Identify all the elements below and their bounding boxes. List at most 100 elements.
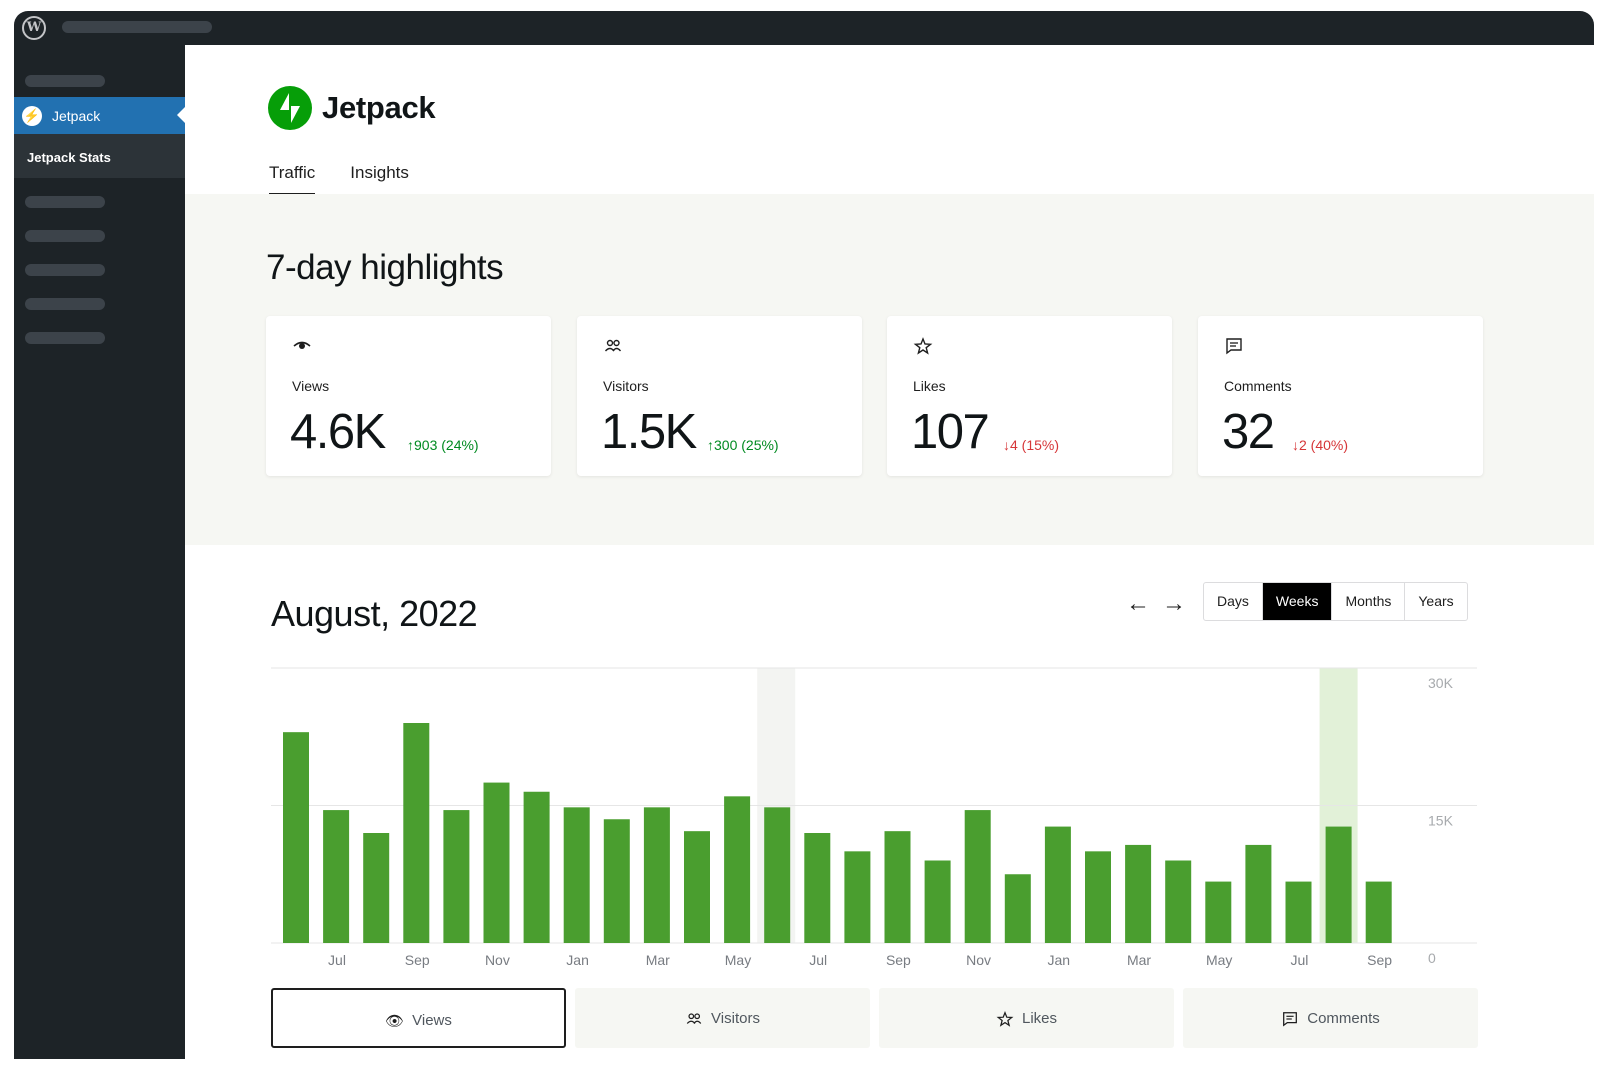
chart-bar[interactable] <box>1245 844 1272 943</box>
sidebar-item-jetpack[interactable]: ⚡ Jetpack <box>14 97 185 134</box>
metric-tab-comments[interactable]: Comments <box>1183 988 1478 1048</box>
chart-bar[interactable] <box>643 807 670 943</box>
x-tick-label: May <box>725 952 751 968</box>
card-value: 107 <box>911 405 990 459</box>
x-tick-label: Jul <box>809 952 827 968</box>
star-icon <box>996 1011 1014 1027</box>
tab-insights[interactable]: Insights <box>350 163 409 182</box>
brand-header: Jetpack <box>268 86 436 130</box>
admin-sidebar: ⚡ Jetpack Jetpack Stats <box>14 45 185 1059</box>
x-tick-label: Jan <box>1048 952 1071 968</box>
x-tick-label: Mar <box>646 952 670 968</box>
comment-icon <box>1283 1012 1298 1027</box>
card-label: Likes <box>913 378 946 394</box>
chart-bar[interactable] <box>844 851 871 943</box>
card-label: Comments <box>1224 378 1292 394</box>
x-tick-label: Jan <box>566 952 589 968</box>
highlight-card-views[interactable]: Views 4.6K ↑903 (24%) <box>266 316 551 476</box>
chart-bar[interactable] <box>924 860 951 944</box>
card-delta: ↑903 (24%) <box>407 437 479 453</box>
sidebar-placeholder-item[interactable] <box>25 332 105 344</box>
chart-bar[interactable] <box>1125 844 1152 943</box>
period-option-years[interactable]: Years <box>1418 593 1454 609</box>
period-title: August, 2022 <box>271 593 478 634</box>
card-delta: ↓2 (40%) <box>1292 437 1349 453</box>
chart-bar[interactable] <box>1004 874 1031 943</box>
card-value: 4.6K <box>290 405 386 459</box>
chart-bar[interactable] <box>323 810 350 943</box>
period-selector: Days Weeks Months Years <box>1203 582 1468 621</box>
chart-bar[interactable] <box>1044 826 1071 943</box>
tab-traffic[interactable]: Traffic <box>269 163 316 195</box>
comment-icon <box>1226 338 1242 355</box>
sidebar-subitem-jetpack-stats[interactable]: Jetpack Stats <box>14 134 185 178</box>
wordpress-logo-icon[interactable]: W <box>22 16 46 40</box>
arrow-left-icon[interactable]: ← <box>1126 590 1150 617</box>
brand-name: Jetpack <box>322 90 436 125</box>
chart-bar[interactable] <box>523 791 550 943</box>
chart-bar[interactable] <box>1325 826 1352 943</box>
metric-tab-views[interactable]: 👁 Views <box>271 988 566 1048</box>
sidebar-item-label: Jetpack <box>52 107 101 124</box>
chart-bar[interactable] <box>1085 851 1111 943</box>
eye-icon: 👁 <box>385 1013 405 1030</box>
chart-bar[interactable] <box>363 833 390 943</box>
period-option-months[interactable]: Months <box>1332 583 1406 620</box>
x-tick-label: May <box>1206 952 1232 968</box>
card-value: 32 <box>1222 405 1275 459</box>
chart-bar[interactable] <box>764 807 791 943</box>
chart-bar[interactable] <box>964 810 991 943</box>
period-option-weeks[interactable]: Weeks <box>1262 583 1333 620</box>
highlight-card-visitors[interactable]: Visitors 1.5K ↑300 (25%) <box>577 316 862 476</box>
chart-bar[interactable] <box>443 810 470 943</box>
sidebar-placeholder-item[interactable] <box>25 196 105 208</box>
admin-bar: W <box>14 11 1594 45</box>
views-bar-chart: 30K 15K 0 Jul Sep Nov Jan Mar May Jul Sep Nov Jan Mar… <box>271 667 1477 968</box>
metric-tab-label: Views <box>412 1012 452 1029</box>
main-content: Jetpack Traffic Insights 7-day highlight… <box>185 45 1594 1059</box>
people-icon <box>604 339 622 352</box>
highlights-title: 7-day highlights <box>266 248 504 287</box>
x-tick-label: Sep <box>1367 952 1392 968</box>
tab-bar: Traffic Insights <box>269 163 409 195</box>
chart-bar[interactable] <box>563 807 590 943</box>
arrow-right-icon[interactable]: → <box>1162 590 1186 617</box>
sidebar-placeholder-item[interactable] <box>25 298 105 310</box>
sidebar-placeholder-item[interactable] <box>25 230 105 242</box>
x-tick-label: Mar <box>1127 952 1151 968</box>
eye-icon <box>293 341 311 349</box>
y-tick-label: 15K <box>1428 813 1454 829</box>
chart-bar[interactable] <box>724 796 751 943</box>
sidebar-placeholder-item[interactable] <box>25 75 105 87</box>
chart-bar[interactable] <box>1285 881 1312 943</box>
y-tick-label: 30K <box>1428 675 1454 691</box>
app-window: W ⚡ Jetpack Jetpack Stats Jetpack Traffi… <box>14 11 1594 1059</box>
x-tick-label: Nov <box>485 952 510 968</box>
metric-tab-likes[interactable]: Likes <box>879 988 1174 1048</box>
jetpack-icon: ⚡ <box>22 105 42 126</box>
x-tick-label: Jul <box>328 952 346 968</box>
metric-tab-visitors[interactable]: Visitors <box>575 988 870 1048</box>
chart-bar[interactable] <box>403 723 430 943</box>
chart-bar[interactable] <box>603 819 630 943</box>
card-value: 1.5K <box>601 405 697 459</box>
chart-bar[interactable] <box>1165 860 1192 944</box>
chart-bar[interactable] <box>483 782 510 943</box>
card-delta: ↑300 (25%) <box>707 437 779 453</box>
period-option-days[interactable]: Days <box>1204 583 1263 620</box>
metric-tab-label: Comments <box>1307 1010 1380 1027</box>
chart-bar[interactable] <box>1365 881 1392 943</box>
chart-bar[interactable] <box>684 831 710 943</box>
chart-bar[interactable] <box>1205 881 1232 943</box>
card-label: Views <box>292 378 330 394</box>
sidebar-placeholder-item[interactable] <box>25 264 105 276</box>
chart-bar[interactable] <box>283 732 309 943</box>
card-label: Visitors <box>603 378 649 394</box>
chart-bar[interactable] <box>884 831 911 943</box>
highlights-section: 7-day highlights Views 4.6K ↑903 (24%) V… <box>185 194 1594 545</box>
star-icon <box>913 337 933 355</box>
x-tick-label: Sep <box>886 952 911 968</box>
chart-bar[interactable] <box>804 833 831 943</box>
highlight-card-comments[interactable]: Comments 32 ↓2 (40%) <box>1198 316 1483 476</box>
highlight-card-likes[interactable]: Likes 107 ↓4 (15%) <box>887 316 1172 476</box>
